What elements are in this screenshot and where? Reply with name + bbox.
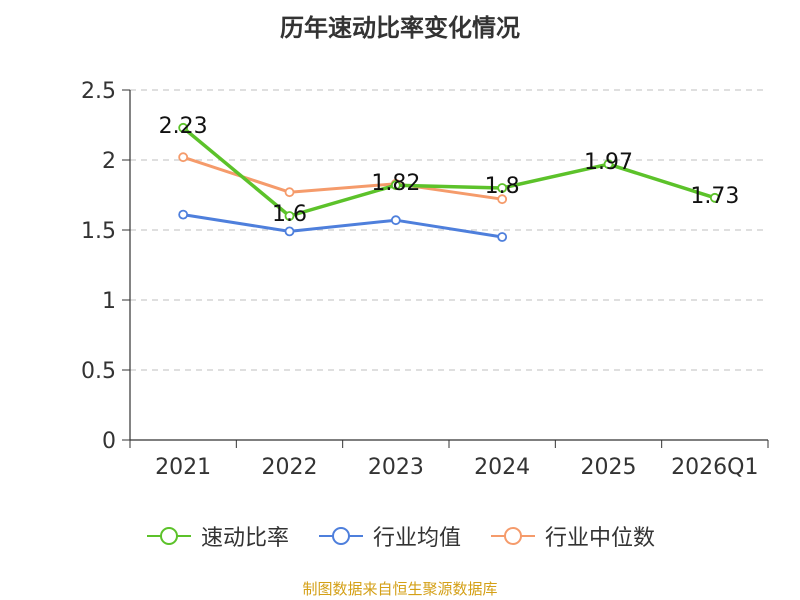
legend-label-industry-mean: 行业均值 [372,526,461,551]
y-tick-label: 0.5 [81,359,116,384]
data-point-series-1 [497,232,508,242]
data-point-series-0 [284,211,295,221]
legend-marker-industry-median [491,527,535,545]
data-point-series-0 [709,192,720,203]
legend-label-quick-ratio: 速动比率 [200,526,289,551]
data-point-series-0 [390,180,401,191]
x-tick-label: 2021 [155,455,211,480]
series-line-0 [182,126,716,218]
chart-title: 历年速动比率变化情况 [280,14,520,42]
x-tick-label: 2025 [581,455,637,480]
series-line-1 [182,213,503,239]
source-note: 制图数据来自恒生聚源数据库 [302,580,498,598]
legend-label-industry-median: 行业中位数 [545,526,656,551]
y-tick-label: 1.5 [81,219,116,244]
data-point-series-2 [284,187,295,198]
data-label: 2.23 [159,114,208,139]
data-point-series-2 [497,194,508,205]
x-tick-label: 2023 [368,455,424,480]
legend-marker-quick-ratio [146,527,191,545]
data-point-series-1 [178,209,189,220]
data-label: 1.6 [272,202,307,227]
series-line-2 [182,155,503,201]
data-point-series-1 [390,215,401,226]
x-tick-label: 2024 [474,455,530,480]
x-tick-label: 2022 [262,455,318,480]
y-tick-label: 0 [102,429,116,454]
legend-item-quick-ratio[interactable]: 速动比率 [145,520,289,552]
y-tick-label: 2 [102,149,116,174]
data-point-series-0 [497,183,508,193]
data-point-series-1 [284,226,295,237]
data-label: 1.8 [485,174,520,199]
data-label: 1.82 [371,171,420,196]
y-tick-label: 1 [102,289,116,314]
legend-item-industry-median[interactable]: 行业中位数 [489,520,655,552]
data-point-series-0 [178,122,189,133]
data-label: 1.97 [584,150,633,175]
legend-marker-industry-mean [318,527,363,545]
data-point-series-2 [178,152,189,163]
x-tick-label: 2026Q1 [671,455,758,480]
data-label: 1.73 [690,184,739,209]
y-tick-label: 2.5 [81,79,116,104]
legend: 速动比率 行业均值 行业中位数 [0,520,800,552]
legend-item-industry-mean[interactable]: 行业均值 [317,520,461,552]
data-point-series-0 [603,159,614,170]
